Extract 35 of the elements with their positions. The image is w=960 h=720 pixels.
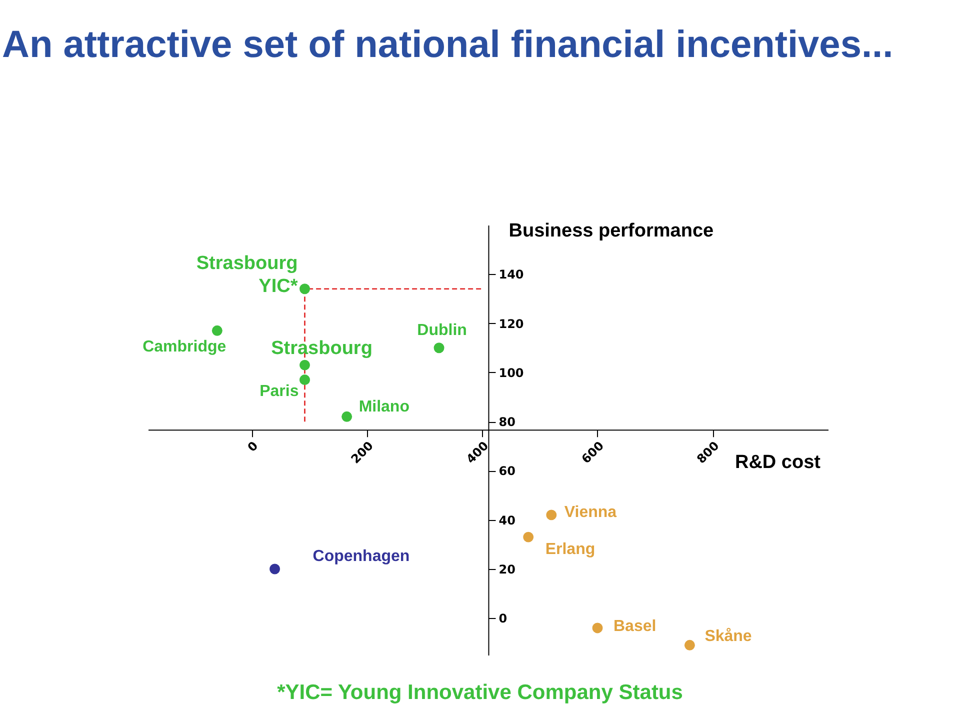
point <box>300 284 310 294</box>
annotation: Cambridge <box>142 338 226 356</box>
y-tick-label: 120 <box>498 316 524 331</box>
text: *YIC= Young Innovative Company Status <box>277 681 683 704</box>
annotation: Copenhagen <box>312 548 410 565</box>
point <box>434 342 444 354</box>
point <box>592 622 603 634</box>
point <box>546 510 557 520</box>
annotation: Erlang <box>545 541 596 558</box>
y-tick-label: 100 <box>498 366 524 380</box>
chart-title: An attractive set of national financial incentives... <box>2 24 894 66</box>
annotation: Vienna <box>564 504 617 521</box>
annotation: Basel <box>613 618 656 635</box>
point <box>270 564 280 574</box>
annotation: Milano <box>358 398 410 416</box>
y-tick-label: 140 <box>498 268 524 282</box>
point <box>300 374 310 386</box>
annotation: Paris <box>260 382 299 400</box>
x-axis-title: R&D cost <box>734 452 822 474</box>
point <box>684 640 695 650</box>
y-tick-label: 80 <box>498 415 516 430</box>
y-tick-label: 0 <box>498 612 508 626</box>
annotation: Skåne <box>704 627 752 646</box>
y-axis-title: Business performance <box>508 220 714 242</box>
annotation: Strasbourg YIC* <box>196 252 298 297</box>
y-tick-label: 60 <box>498 464 516 478</box>
point <box>342 411 352 422</box>
annotation: Dublin <box>417 322 467 339</box>
y-tick-label: 20 <box>498 562 516 576</box>
point <box>212 325 222 336</box>
x-tick-label: 0 <box>244 438 261 454</box>
point <box>300 360 310 370</box>
annotation: Strasbourg <box>271 338 372 360</box>
point <box>523 532 534 542</box>
y-tick-label: 40 <box>498 513 516 528</box>
